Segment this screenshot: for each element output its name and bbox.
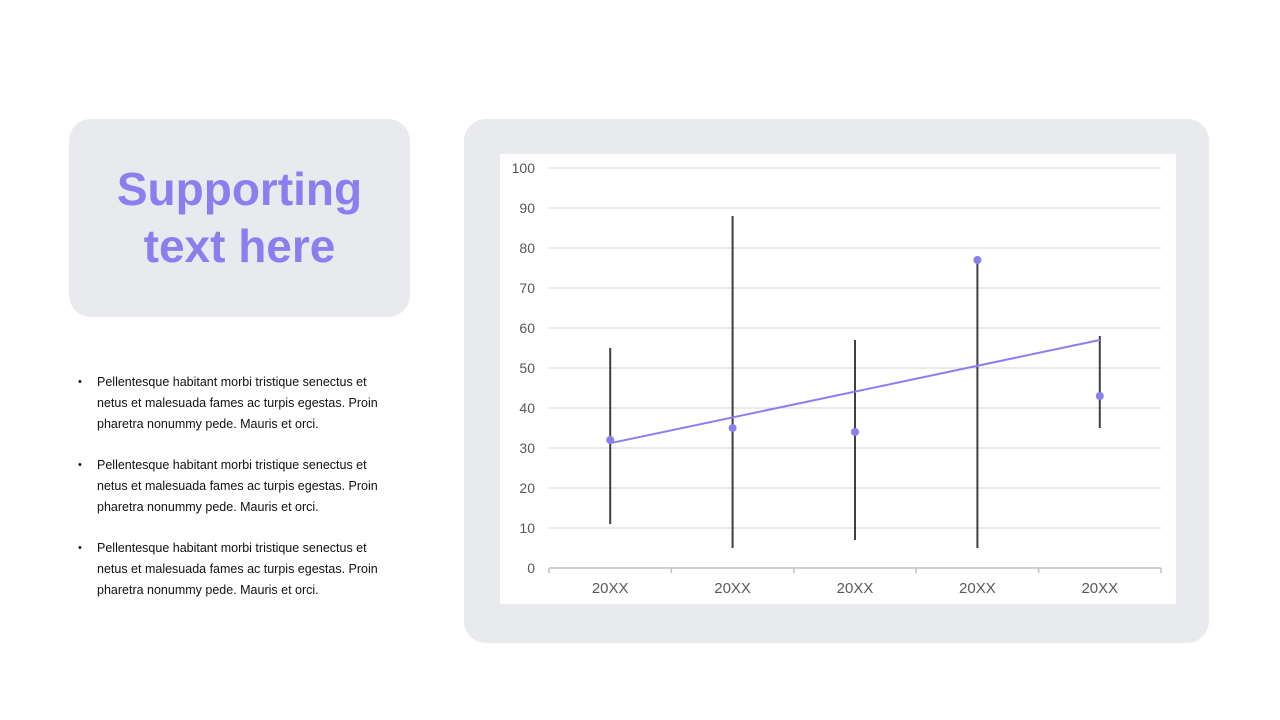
bullet-item: Pellentesque habitant morbi tristique se… [78, 372, 397, 435]
x-tick-label: 20XX [714, 580, 751, 597]
y-tick-label: 100 [512, 160, 536, 176]
x-tick-label: 20XX [1081, 580, 1118, 597]
y-tick-label: 0 [527, 560, 535, 576]
chart-plot-area [500, 154, 1176, 604]
bullet-list: Pellentesque habitant morbi tristique se… [78, 372, 397, 621]
x-tick-label: 20XX [837, 580, 874, 597]
y-tick-label: 10 [519, 520, 535, 536]
y-tick-label: 40 [519, 400, 535, 416]
x-tick-label: 20XX [592, 580, 629, 597]
y-tick-label: 60 [519, 320, 535, 336]
title-card: Supporting text here [69, 119, 410, 317]
y-tick-label: 30 [519, 440, 535, 456]
slide-title: Supporting text here [116, 163, 363, 272]
y-tick-label: 70 [519, 280, 535, 296]
bullet-item: Pellentesque habitant morbi tristique se… [78, 455, 397, 518]
data-point [851, 428, 859, 436]
y-tick-label: 80 [519, 240, 535, 256]
y-tick-label: 20 [519, 480, 535, 496]
data-point [728, 424, 737, 432]
x-tick-label: 20XX [959, 580, 996, 597]
data-point [606, 436, 615, 444]
bullet-item: Pellentesque habitant morbi tristique se… [78, 538, 397, 601]
data-point [973, 256, 982, 264]
trendline [609, 339, 1101, 445]
y-tick-label: 50 [519, 360, 535, 376]
y-tick-label: 90 [519, 200, 535, 216]
data-point [1095, 392, 1104, 400]
